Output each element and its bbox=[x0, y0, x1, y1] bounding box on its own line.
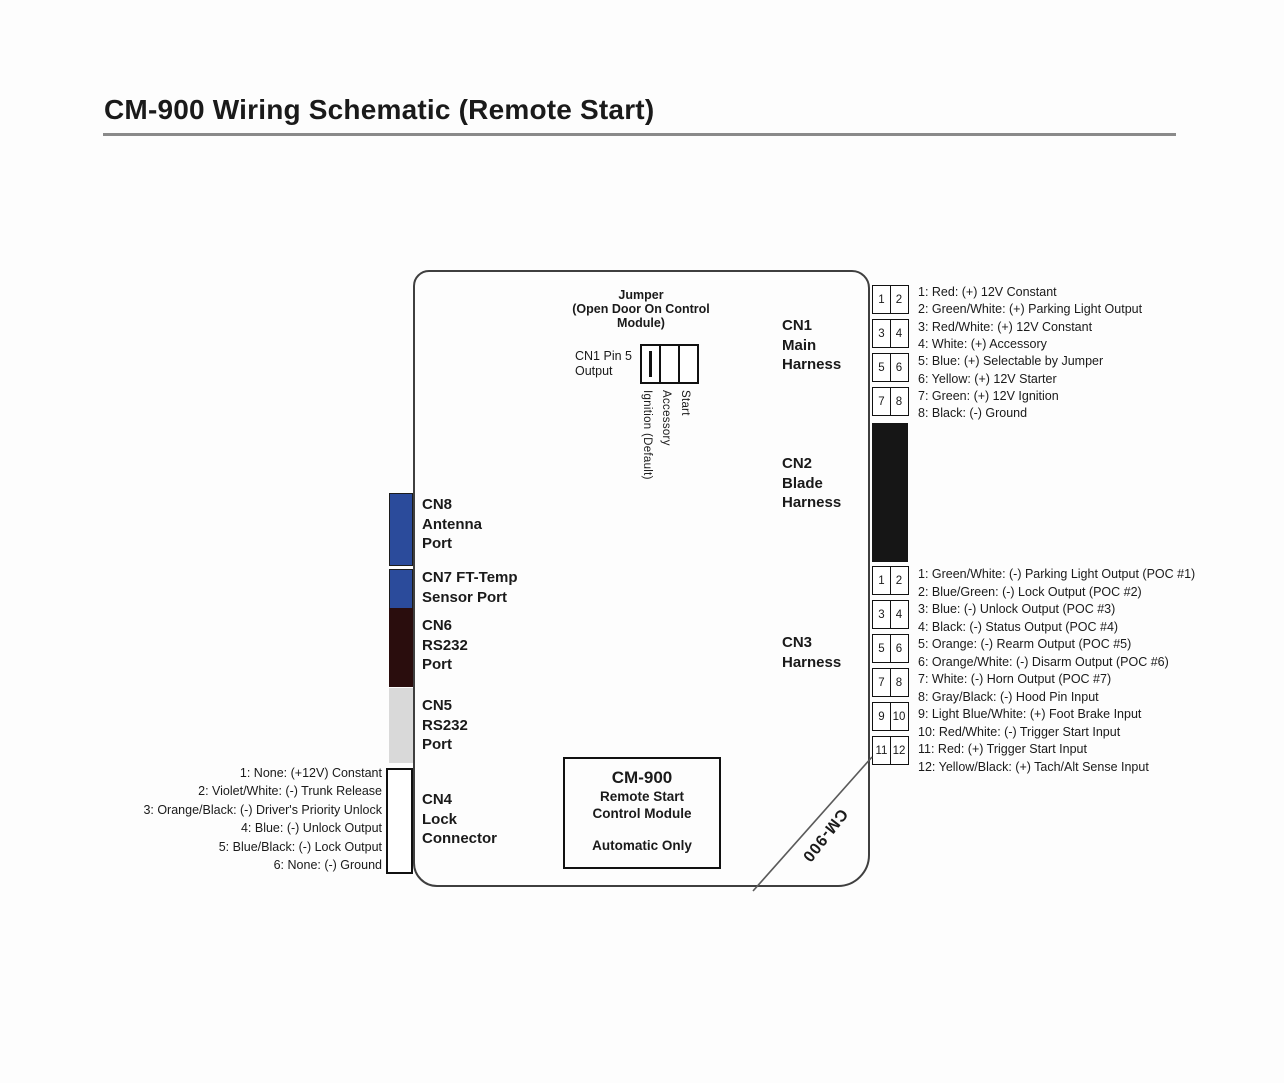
cn8-antenna-connector bbox=[389, 493, 413, 566]
cn4-pin-description: 6: None: (-) Ground bbox=[273, 858, 382, 873]
cm900-module-label-box: CM-900 Remote Start Control Module Autom… bbox=[563, 757, 721, 869]
cn3-pin-description: 2: Blue/Green: (-) Lock Output (POC #2) bbox=[918, 584, 1142, 599]
cn1-pin-description: 1: Red: (+) 12V Constant bbox=[918, 285, 1057, 299]
pin-number-cell: 5 bbox=[872, 353, 891, 382]
pin-number-cell: 2 bbox=[889, 285, 909, 314]
cn4-pin-list: 1: None: (+12V) Constant 2: Violet/White:… bbox=[102, 764, 382, 875]
pin-number-cell: 11 bbox=[872, 736, 891, 765]
pin-number-cell: 1 bbox=[872, 285, 891, 314]
jumper-position-label-ignition: Ignition (Default) bbox=[641, 390, 653, 480]
cn1-pin-description: 5: Blue: (+) Selectable by Jumper bbox=[918, 354, 1104, 369]
cn7-label: CN7 FT-Temp Sensor Port bbox=[422, 569, 518, 606]
cn4-pin-description: 3: Orange/Black: (-) Driver's Priority U… bbox=[143, 802, 382, 817]
cn3-pin-description: 4: Black: (-) Status Output (POC #4) bbox=[918, 619, 1119, 634]
cn4-pin-description: 2: Violet/White: (-) Trunk Release bbox=[198, 784, 382, 799]
jumper-cell-accessory bbox=[659, 346, 678, 382]
cn2-blade-connector bbox=[872, 423, 908, 562]
cn3-pin-description: 8: Gray/Black: (-) Hood Pin Input bbox=[918, 689, 1099, 704]
module-transmission-note: Automatic Only bbox=[592, 838, 692, 853]
jumper-position-label-accessory: Accessory bbox=[660, 390, 672, 446]
cn3-pin-description: 10: Red/White: (-) Trigger Start Input bbox=[918, 724, 1121, 739]
pin-number-cell: 4 bbox=[889, 319, 909, 348]
cn3-pin-description: 11: Red: (+) Trigger Start Input bbox=[918, 742, 1087, 756]
cn3-pin-description: 3: Blue: (-) Unlock Output (POC #3) bbox=[918, 602, 1116, 616]
jumper-block bbox=[640, 344, 699, 384]
cn1-pin-description: 6: Yellow: (+) 12V Starter bbox=[918, 371, 1057, 386]
jumper-heading-label: Jumper (Open Door On Control Module) bbox=[572, 288, 710, 330]
pin-number-cell: 3 bbox=[872, 600, 891, 629]
cn3-pin-description: 7: White: (-) Horn Output (POC #7) bbox=[918, 672, 1112, 686]
pin-number-cell: 5 bbox=[872, 634, 891, 663]
pin-number-cell: 10 bbox=[889, 702, 909, 731]
cn1-pin-description: 3: Red/White: (+) 12V Constant bbox=[918, 319, 1093, 334]
cn5-rs232-connector bbox=[389, 688, 413, 763]
module-model-name: CM-900 bbox=[611, 768, 673, 787]
jumper-cell-ignition bbox=[642, 346, 659, 382]
cn1-pin-description: 4: White: (+) Accessory bbox=[918, 337, 1047, 352]
cn4-lock-connector-box bbox=[386, 768, 413, 874]
title-underline bbox=[103, 133, 1176, 136]
cn3-pin-description: 9: Light Blue/White: (+) Foot Brake Inpu… bbox=[918, 707, 1142, 721]
pin-number-cell: 2 bbox=[889, 566, 909, 595]
pin-pair-row: 9 10 bbox=[872, 702, 913, 731]
pin-number-cell: 4 bbox=[889, 600, 909, 629]
cn4-pin-description: 1: None: (+12V) Constant bbox=[239, 766, 382, 780]
pin-number-cell: 6 bbox=[889, 634, 909, 663]
cn1-pin-description: 7: Green: (+) 12V Ignition bbox=[918, 389, 1059, 404]
pin-number-cell: 12 bbox=[889, 736, 909, 765]
cn2-label: CN2 Blade Harness bbox=[782, 455, 842, 511]
cn3-pin-description: 5: Orange: (-) Rearm Output (POC #5) bbox=[918, 637, 1132, 651]
cn3-label: CN3 Harness bbox=[782, 634, 842, 671]
cn4-label: CN4 Lock Connector bbox=[422, 791, 497, 847]
cn3-pin-description: 6: Orange/White: (-) Disarm Output (POC … bbox=[918, 654, 1169, 669]
cn3-pin-description: 1: Green/White: (-) Parking Light Output… bbox=[918, 567, 1196, 581]
cn3-pin-grid: 1 2 3 4 5 6 7 8 9 10 11 12 bbox=[872, 566, 913, 770]
cn5-label: CN5 RS232 Port bbox=[422, 697, 468, 753]
jumper-cell-start bbox=[678, 346, 697, 382]
cn1-pin-description: 8: Black: (-) Ground bbox=[918, 406, 1028, 421]
pin-pair-row: 11 12 bbox=[872, 736, 913, 765]
cn4-pin-description: 5: Blue/Black: (-) Lock Output bbox=[218, 839, 382, 854]
cn1-pin-description: 2: Green/White: (+) Parking Light Output bbox=[918, 302, 1143, 317]
jumper-position-label-start: Start bbox=[679, 390, 691, 416]
cn6-label: CN6 RS232 Port bbox=[422, 617, 468, 673]
pin-number-cell: 7 bbox=[872, 387, 891, 416]
pin-number-cell: 9 bbox=[872, 702, 891, 731]
cn3-pin-description: 12: Yellow/Black: (+) Tach/Alt Sense Inp… bbox=[918, 759, 1149, 774]
cn3-pin-list: 1: Green/White: (-) Parking Light Output… bbox=[918, 566, 1195, 776]
cn7-sensor-connector bbox=[389, 569, 413, 609]
cn6-rs232-connector bbox=[389, 608, 413, 687]
pin-number-cell: 8 bbox=[889, 387, 909, 416]
jumper-wire bbox=[649, 351, 652, 377]
pin-number-cell: 1 bbox=[872, 566, 891, 595]
cn4-pin-description: 4: Blue: (-) Unlock Output bbox=[240, 821, 382, 836]
module-type-line2: Control Module bbox=[592, 806, 692, 821]
cn1-label: CN1 Main Harness bbox=[782, 317, 842, 373]
page-title: CM-900 Wiring Schematic (Remote Start) bbox=[104, 94, 655, 125]
module-type-line1: Remote Start bbox=[599, 789, 685, 804]
cn1-pin-list: 1: Red: (+) 12V Constant 2: Green/White: … bbox=[918, 284, 1142, 423]
cn8-label: CN8 Antenna Port bbox=[422, 496, 482, 552]
pin-number-cell: 7 bbox=[872, 668, 891, 697]
pin-number-cell: 6 bbox=[889, 353, 909, 382]
cn1-pin5-output-label: CN1 Pin 5 Output bbox=[575, 349, 632, 378]
pin-number-cell: 8 bbox=[889, 668, 909, 697]
pin-number-cell: 3 bbox=[872, 319, 891, 348]
control-module-outline bbox=[413, 270, 870, 887]
